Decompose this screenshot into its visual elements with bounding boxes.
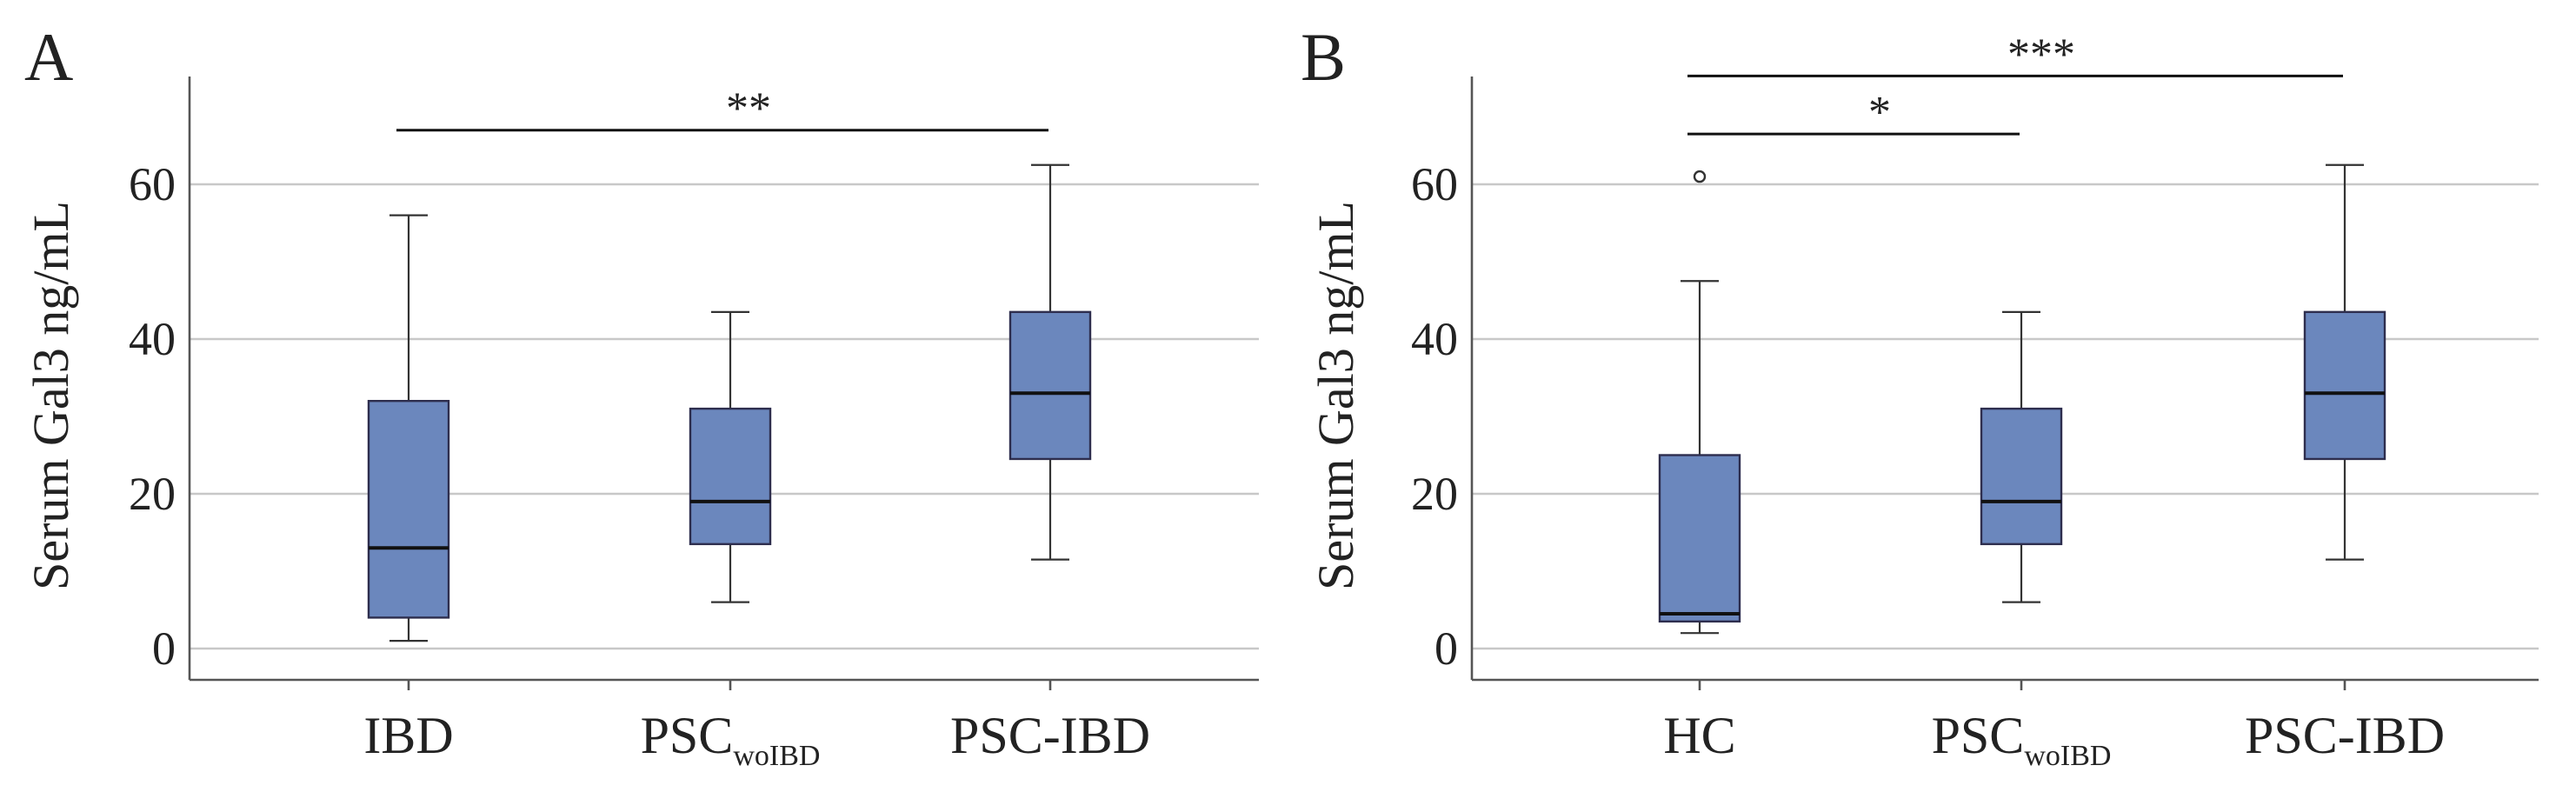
category-main-text: IBD (363, 707, 453, 764)
x-category-label: PSC-IBD (2245, 707, 2445, 764)
y-tick-label: 20 (1411, 468, 1458, 520)
outlier-point (1693, 170, 1707, 183)
iqr-box (1658, 454, 1741, 623)
x-category-label: IBD (363, 707, 453, 764)
panel-letter: A (24, 19, 73, 95)
category-main-text: HC (1663, 707, 1735, 764)
x-category-label: PSC-IBD (950, 707, 1150, 764)
iqr-box (1980, 407, 2063, 546)
y-tick-label: 0 (1434, 622, 1458, 675)
y-axis-label: Serum Gal3 ng/mL (23, 201, 79, 590)
panel-a: A Serum Gal3 ng/mL 0 20 40 60 IBD PSCwoIBD PSC-I… (23, 19, 1259, 772)
panel-letter: B (1301, 19, 1346, 95)
box-ibd (367, 214, 450, 642)
category-subscript-text: woIBD (2024, 740, 2111, 772)
y-axis-label: Serum Gal3 ng/mL (1308, 201, 1364, 590)
y-tick-label: 0 (152, 622, 176, 675)
y-tick-label: 60 (129, 158, 176, 210)
iqr-box (689, 407, 772, 546)
y-tick-label: 20 (129, 468, 176, 520)
y-tick-label: 40 (129, 313, 176, 365)
y-tick-label: 60 (1411, 158, 1458, 210)
box-pscwoibd (689, 310, 772, 603)
box-psc-ibd (1008, 163, 1092, 561)
x-category-label: HC (1663, 707, 1735, 764)
category-main-text: PSC (641, 707, 734, 764)
significance-label: ** (726, 84, 771, 134)
x-category-label: PSCwoIBD (1932, 707, 2112, 772)
iqr-box (367, 400, 450, 619)
x-category-label: PSCwoIBD (641, 707, 821, 772)
category-main-text: PSC (1932, 707, 2025, 764)
category-subscript-text: woIBD (733, 740, 820, 772)
y-tick-label: 40 (1411, 313, 1458, 365)
iqr-box (2303, 310, 2386, 461)
box-hc (1658, 170, 1741, 635)
box-pscwoibd (1980, 310, 2063, 603)
category-main-text: PSC-IBD (950, 707, 1150, 764)
iqr-box (1008, 310, 1092, 461)
significance-label: * (1868, 88, 1891, 137)
significance-label: *** (2007, 30, 2075, 79)
panel-b: B Serum Gal3 ng/mL 0 20 40 60 HC PSCwoIBD PSC-IB… (1301, 19, 2539, 772)
category-main-text: PSC-IBD (2245, 707, 2445, 764)
box-psc-ibd (2303, 163, 2386, 561)
